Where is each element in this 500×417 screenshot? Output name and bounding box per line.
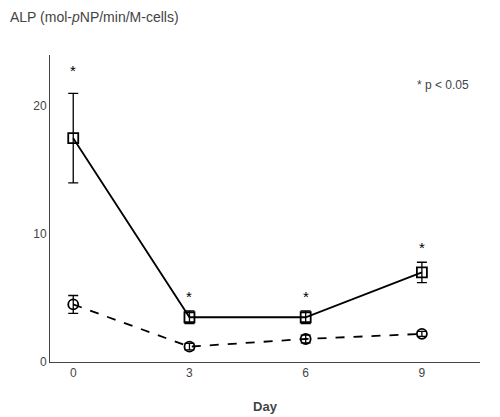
svg-text:*: * <box>303 288 309 305</box>
svg-text:0: 0 <box>40 355 47 369</box>
svg-text:0: 0 <box>70 366 77 380</box>
svg-text:Day: Day <box>253 399 278 414</box>
svg-text:* p < 0.05: * p < 0.05 <box>417 78 469 92</box>
svg-text:*: * <box>70 62 76 79</box>
svg-text:6: 6 <box>302 366 309 380</box>
svg-text:*: * <box>186 288 192 305</box>
svg-text:3: 3 <box>186 366 193 380</box>
svg-text:9: 9 <box>419 366 426 380</box>
svg-text:ALP (mol-pNP/min/M-cells): ALP (mol-pNP/min/M-cells) <box>10 9 179 25</box>
svg-text:20: 20 <box>33 99 47 113</box>
svg-text:10: 10 <box>33 227 47 241</box>
svg-text:*: * <box>419 239 425 256</box>
